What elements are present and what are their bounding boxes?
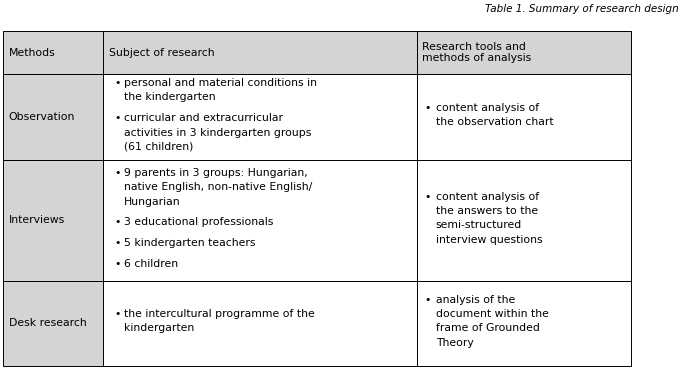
Bar bbox=[3, 160, 104, 281]
Text: •: • bbox=[425, 103, 431, 113]
Text: analysis of the: analysis of the bbox=[436, 295, 515, 305]
Text: document within the: document within the bbox=[436, 309, 548, 319]
Text: •: • bbox=[115, 113, 121, 123]
Bar bbox=[3, 281, 104, 366]
Text: 9 parents in 3 groups: Hungarian,: 9 parents in 3 groups: Hungarian, bbox=[124, 168, 308, 178]
Text: activities in 3 kindergarten groups: activities in 3 kindergarten groups bbox=[124, 128, 311, 137]
Text: •: • bbox=[115, 217, 121, 227]
Text: Table 1. Summary of research design: Table 1. Summary of research design bbox=[485, 4, 679, 14]
Text: frame of Grounded: frame of Grounded bbox=[436, 323, 539, 333]
Bar bbox=[3, 31, 104, 74]
Bar bbox=[104, 74, 417, 160]
Text: Methods: Methods bbox=[9, 47, 56, 58]
Text: kindergarten: kindergarten bbox=[124, 323, 194, 333]
Text: Interviews: Interviews bbox=[9, 216, 65, 226]
Text: •: • bbox=[425, 192, 431, 202]
Bar bbox=[417, 74, 632, 160]
Text: •: • bbox=[425, 295, 431, 305]
Text: Desk research: Desk research bbox=[9, 318, 87, 328]
Text: Theory: Theory bbox=[436, 337, 473, 348]
Text: •: • bbox=[115, 168, 121, 178]
Text: •: • bbox=[115, 259, 121, 269]
Text: the intercultural programme of the: the intercultural programme of the bbox=[124, 309, 314, 319]
Bar bbox=[104, 160, 417, 281]
Text: the observation chart: the observation chart bbox=[436, 117, 553, 127]
Text: native English, non-native English/: native English, non-native English/ bbox=[124, 182, 312, 192]
Text: the answers to the: the answers to the bbox=[436, 206, 538, 216]
Text: content analysis of: content analysis of bbox=[436, 192, 539, 202]
Text: semi-structured: semi-structured bbox=[436, 221, 522, 231]
Text: personal and material conditions in: personal and material conditions in bbox=[124, 78, 317, 88]
Text: the kindergarten: the kindergarten bbox=[124, 92, 216, 103]
Bar bbox=[417, 281, 632, 366]
Text: •: • bbox=[115, 309, 121, 319]
Bar bbox=[104, 31, 417, 74]
Text: 5 kindergarten teachers: 5 kindergarten teachers bbox=[124, 238, 255, 248]
Bar bbox=[104, 281, 417, 366]
Text: content analysis of: content analysis of bbox=[436, 103, 539, 113]
Text: •: • bbox=[115, 238, 121, 248]
Bar bbox=[417, 160, 632, 281]
Text: 6 children: 6 children bbox=[124, 259, 178, 269]
Bar bbox=[417, 31, 632, 74]
Text: 3 educational professionals: 3 educational professionals bbox=[124, 217, 273, 227]
Text: curricular and extracurricular: curricular and extracurricular bbox=[124, 113, 283, 123]
Text: Hungarian: Hungarian bbox=[124, 196, 181, 206]
Text: •: • bbox=[115, 78, 121, 88]
Text: Research tools and
methods of analysis: Research tools and methods of analysis bbox=[422, 42, 531, 64]
Text: interview questions: interview questions bbox=[436, 235, 542, 245]
Bar bbox=[3, 74, 104, 160]
Text: (61 children): (61 children) bbox=[124, 142, 193, 152]
Text: Subject of research: Subject of research bbox=[109, 47, 214, 58]
Text: Observation: Observation bbox=[9, 112, 75, 122]
